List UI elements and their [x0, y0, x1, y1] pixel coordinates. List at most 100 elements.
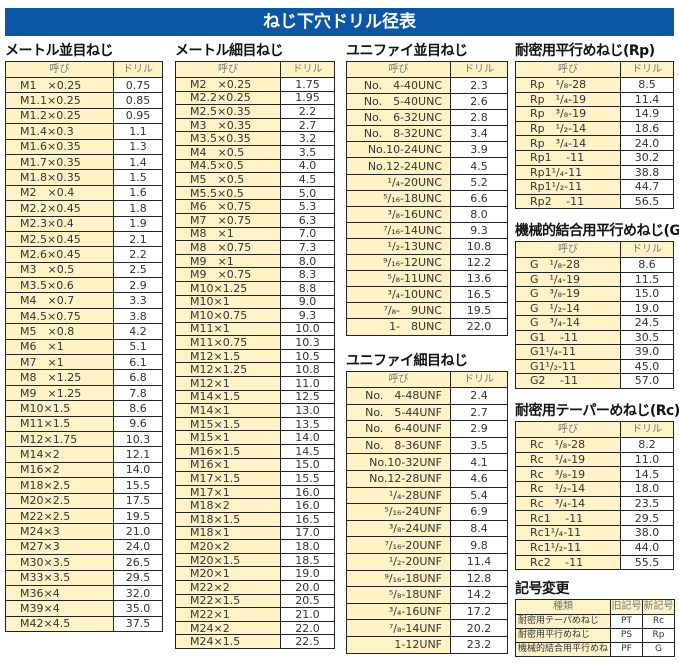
table-row: G1 -11 30.5: [515, 329, 674, 345]
drill-size: 1.1: [113, 123, 163, 140]
table-row: M20×2.5 17.5: [5, 492, 163, 509]
table-row: M7 ×0.75 6.3: [175, 212, 335, 228]
table-row: ⁵/₈-18UNF 14.2: [346, 586, 508, 604]
table-row: M24×2 22.0: [175, 620, 335, 636]
drill-size: 3.5: [280, 144, 335, 160]
thread-size: M11×1.5: [5, 415, 114, 432]
header-drill: ドリル: [450, 371, 508, 388]
thread-size: M1.7×0.35: [5, 153, 114, 171]
drill-size: 5.0: [280, 185, 335, 201]
thread-section: ユニファイ細目ねじ 呼び ドリル No. 4-48UNF 2.4 No. 5-44UNF 2…: [346, 352, 508, 654]
table-row: M15×1 14.0: [175, 430, 335, 446]
table-row: M6 ×0.75 5.3: [175, 199, 335, 214]
drill-size: 17.5: [113, 492, 163, 509]
drill-size: 18.5: [280, 552, 335, 568]
thread-size: Rp1 -11: [515, 149, 621, 166]
table-row: No. 8-32UNC 3.4: [346, 125, 508, 143]
thread-size: M4.5×0.5: [175, 158, 281, 174]
table-row: M2.5×0.35 2.2: [175, 104, 335, 119]
drill-size: 4.1: [450, 453, 508, 471]
thread-size: M12×1.5: [175, 348, 281, 364]
thread-size: Rc2 -11: [515, 554, 621, 571]
section-title: ユニファイ並目ねじ: [346, 43, 468, 59]
drill-size: 38.0: [620, 525, 674, 541]
table-row: ⁵/₁₆-18UNC 6.6: [346, 189, 508, 207]
new-symbol: Rc: [642, 614, 675, 629]
table-row: M10×1.25 8.8: [175, 280, 335, 296]
thread-size: Rp ¹/₄-19: [515, 91, 621, 108]
table-row: M12×1 11.0: [175, 376, 335, 391]
drill-size: 8.8: [280, 280, 335, 296]
drill-size: 2.7: [280, 117, 335, 133]
drill-size: 23.5: [620, 495, 674, 512]
thread-size: M17×1: [175, 484, 281, 500]
thread-size: M11×1: [175, 321, 281, 337]
drill-size: 8.2: [620, 437, 674, 453]
table-row: M7 ×1 6.1: [5, 354, 163, 371]
table-row: M8 ×1.25 6.8: [5, 369, 163, 386]
drill-size: 14.2: [450, 586, 508, 604]
drill-size: 5.4: [450, 486, 508, 505]
table-row: No.10-32UNF 4.1: [346, 453, 508, 471]
drill-size: 13.5: [280, 416, 335, 432]
thread-size: M15×1: [175, 430, 281, 446]
thread-size: M14×2: [5, 446, 114, 463]
drill-size: 12.2: [450, 254, 508, 272]
table-row: M15×1.5 13.5: [175, 416, 335, 432]
thread-size: M42×4.5: [5, 615, 114, 633]
drill-size: 1.3: [113, 138, 163, 155]
drill-size: 15.5: [280, 471, 335, 486]
table-row: G1¹/₂-11 45.0: [515, 358, 674, 374]
table-row: No.10-24UNC 3.9: [346, 141, 508, 159]
section-title: 機械的結合用平行めねじ(G): [515, 223, 679, 239]
table-row: M1.7×0.35 1.4: [5, 153, 163, 171]
drill-size: 23.2: [450, 635, 508, 654]
thread-size: M12×1: [175, 376, 281, 391]
table-row: M16×1.5 14.5: [175, 444, 335, 459]
drill-size: 11.4: [450, 552, 508, 571]
table-row: M39×4 35.0: [5, 600, 163, 617]
thread-size: M2.5×0.45: [5, 230, 114, 248]
drill-size: 5.1: [113, 338, 163, 356]
table-row: G ¹/₂-14 19.0: [515, 300, 674, 316]
thread-size: M2 ×0.4: [5, 184, 114, 202]
drill-size: 24.0: [113, 538, 163, 556]
thread-section: 耐密用テーパーめねじ(Rc) 呼び ドリル Rc ¹/₈-28 8.2 Rc ¹/₄-19…: [515, 402, 679, 571]
thread-size: M16×2: [5, 461, 114, 479]
old-symbol: PT: [610, 614, 643, 629]
table-row: ³/₈-16UNC 8.0: [346, 205, 508, 223]
table-row: M14×1 13.0: [175, 403, 335, 418]
drill-size: 2.2: [113, 246, 163, 263]
drill-size: 1.8: [113, 200, 163, 217]
thread-size: No.10-24UNC: [346, 141, 451, 159]
thread-size: M3 ×0.35: [175, 117, 281, 133]
drill-size: 38.8: [620, 164, 674, 181]
drill-size: 6.8: [113, 369, 163, 386]
thread-size: No.12-28UNF: [346, 469, 451, 488]
drill-size: 10.8: [280, 362, 335, 378]
drill-size: 8.3: [280, 267, 335, 282]
table-row: M5 ×0.5 4.5: [175, 172, 335, 187]
drill-size: 7.3: [280, 240, 335, 255]
table-row: ¹/₂-13UNC 10.8: [346, 237, 508, 256]
table-row: M18×2 16.0: [175, 498, 335, 513]
thread-section: メートル細目ねじ 呼び ドリル M2 ×0.25 1.75 M2.2×0.25 1.95 M2…: [175, 42, 335, 649]
header-drill: ドリル: [280, 61, 335, 78]
thread-size: M22×1: [175, 607, 281, 622]
drill-size: 3.4: [450, 125, 508, 143]
table-row: No. 8-36UNF 3.5: [346, 436, 508, 455]
drill-size: 20.0: [280, 579, 335, 595]
drill-size: 3.2: [280, 131, 335, 146]
thread-size: M39×4: [5, 600, 114, 617]
table-row: 1- 8UNC 22.0: [346, 318, 508, 336]
thread-size: M14×1: [175, 403, 281, 418]
section-title: メートル細目ねじ: [175, 43, 284, 59]
table-row: ⁷/₈- 9UNC 19.5: [346, 302, 508, 320]
header-drill: ドリル: [620, 241, 674, 258]
thread-size: M20×2.5: [5, 492, 114, 509]
thread-size: M18×2: [175, 498, 281, 513]
table-row: M2.2×0.45 1.8: [5, 200, 163, 217]
thread-size: G1¹/₂-11: [515, 358, 621, 374]
drill-size: 12.1: [113, 446, 163, 463]
table-row: M9 ×0.75 8.3: [175, 267, 335, 282]
